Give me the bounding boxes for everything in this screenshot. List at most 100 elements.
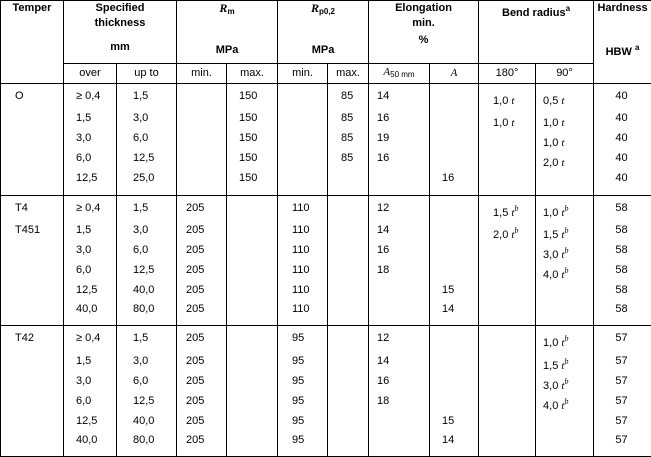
cell-rp-max xyxy=(328,243,369,263)
cell-upto: 25,0 xyxy=(117,171,177,195)
cell-bend-180 xyxy=(479,414,536,433)
cell-upto: 6,0 xyxy=(117,374,177,394)
cell-a: 14 xyxy=(430,433,479,457)
cell-rp-max xyxy=(328,302,369,326)
cell-temper xyxy=(1,354,64,374)
cell-hbw: 57 xyxy=(594,374,651,394)
cell-a50 xyxy=(369,414,430,433)
cell-bend-180 xyxy=(479,394,536,414)
cell-bend-90: 4,0 tb xyxy=(536,263,594,283)
cell-hbw: 57 xyxy=(594,394,651,414)
subheader-rm-min: min. xyxy=(177,64,227,84)
cell-bend-90: 3,0 tb xyxy=(536,243,594,263)
cell-rm-max xyxy=(227,414,278,433)
cell-rm-min: 205 xyxy=(177,414,227,433)
cell-bend-180 xyxy=(479,302,536,326)
cell-temper: O xyxy=(1,84,64,112)
cell-over: 1,5 xyxy=(64,111,117,131)
cell-rp-min: 110 xyxy=(278,195,328,223)
cell-temper xyxy=(1,171,64,195)
cell-rp-min: 95 xyxy=(278,394,328,414)
cell-upto: 1,5 xyxy=(117,84,177,112)
cell-rp-min xyxy=(278,111,328,131)
header-thickness-unit: mm xyxy=(66,40,174,55)
cell-bend-90: 1,5 tb xyxy=(536,223,594,243)
cell-rm-min: 205 xyxy=(177,283,227,302)
cell-rp-max xyxy=(328,354,369,374)
cell-rm-max: 150 xyxy=(227,171,278,195)
cell-bend-180 xyxy=(479,283,536,302)
cell-rm-min: 205 xyxy=(177,243,227,263)
cell-bend-90: 0,5 t xyxy=(536,84,594,112)
cell-rp-min: 95 xyxy=(278,326,328,354)
header-hardness-unit: HBW a xyxy=(596,40,649,60)
cell-bend-90 xyxy=(536,433,594,457)
cell-bend-90 xyxy=(536,414,594,433)
cell-over: 40,0 xyxy=(64,433,117,457)
cell-rm-min xyxy=(177,131,227,151)
cell-rm-max xyxy=(227,374,278,394)
cell-a50: 19 xyxy=(369,131,430,151)
cell-rp-min: 110 xyxy=(278,243,328,263)
cell-upto: 40,0 xyxy=(117,283,177,302)
cell-bend-180: 1,0 t xyxy=(479,111,536,131)
cell-rp-min xyxy=(278,84,328,112)
cell-bend-180 xyxy=(479,243,536,263)
cell-rm-min xyxy=(177,171,227,195)
cell-bend-90: 1,0 tb xyxy=(536,195,594,223)
cell-rp-min xyxy=(278,171,328,195)
cell-hbw: 40 xyxy=(594,171,651,195)
cell-rp-max xyxy=(328,326,369,354)
subheader-a: A xyxy=(430,64,479,84)
cell-upto: 40,0 xyxy=(117,414,177,433)
cell-rp-max xyxy=(328,433,369,457)
cell-upto: 3,0 xyxy=(117,223,177,243)
cell-bend-180 xyxy=(479,131,536,151)
cell-bend-180 xyxy=(479,263,536,283)
cell-bend-90: 1,0 tb xyxy=(536,326,594,354)
cell-a xyxy=(430,374,479,394)
cell-bend-180 xyxy=(479,326,536,354)
subheader-bend-180: 180° xyxy=(479,64,536,84)
cell-hbw: 58 xyxy=(594,243,651,263)
cell-a xyxy=(430,131,479,151)
cell-rp-min xyxy=(278,131,328,151)
cell-rp-min xyxy=(278,151,328,171)
cell-rm-min: 205 xyxy=(177,302,227,326)
cell-rm-max xyxy=(227,195,278,223)
cell-temper xyxy=(1,131,64,151)
cell-a: 15 xyxy=(430,283,479,302)
cell-bend-90 xyxy=(536,283,594,302)
header-rp02: Rp0,2 MPa xyxy=(278,1,369,64)
cell-a50: 16 xyxy=(369,243,430,263)
cell-temper xyxy=(1,111,64,131)
cell-upto: 12,5 xyxy=(117,263,177,283)
cell-rp-max xyxy=(328,283,369,302)
cell-temper xyxy=(1,151,64,171)
cell-rm-min xyxy=(177,151,227,171)
cell-over: ≥ 0,4 xyxy=(64,84,117,112)
cell-a xyxy=(430,111,479,131)
cell-a: 16 xyxy=(430,171,479,195)
cell-a: 14 xyxy=(430,302,479,326)
cell-upto: 12,5 xyxy=(117,151,177,171)
cell-rp-max xyxy=(328,394,369,414)
cell-a xyxy=(430,243,479,263)
cell-hbw: 40 xyxy=(594,131,651,151)
cell-hbw: 57 xyxy=(594,326,651,354)
cell-rm-max xyxy=(227,263,278,283)
cell-rm-max: 150 xyxy=(227,151,278,171)
cell-bend-90 xyxy=(536,302,594,326)
subheader-over: over xyxy=(64,64,117,84)
cell-a50: 18 xyxy=(369,263,430,283)
cell-over: 1,5 xyxy=(64,223,117,243)
